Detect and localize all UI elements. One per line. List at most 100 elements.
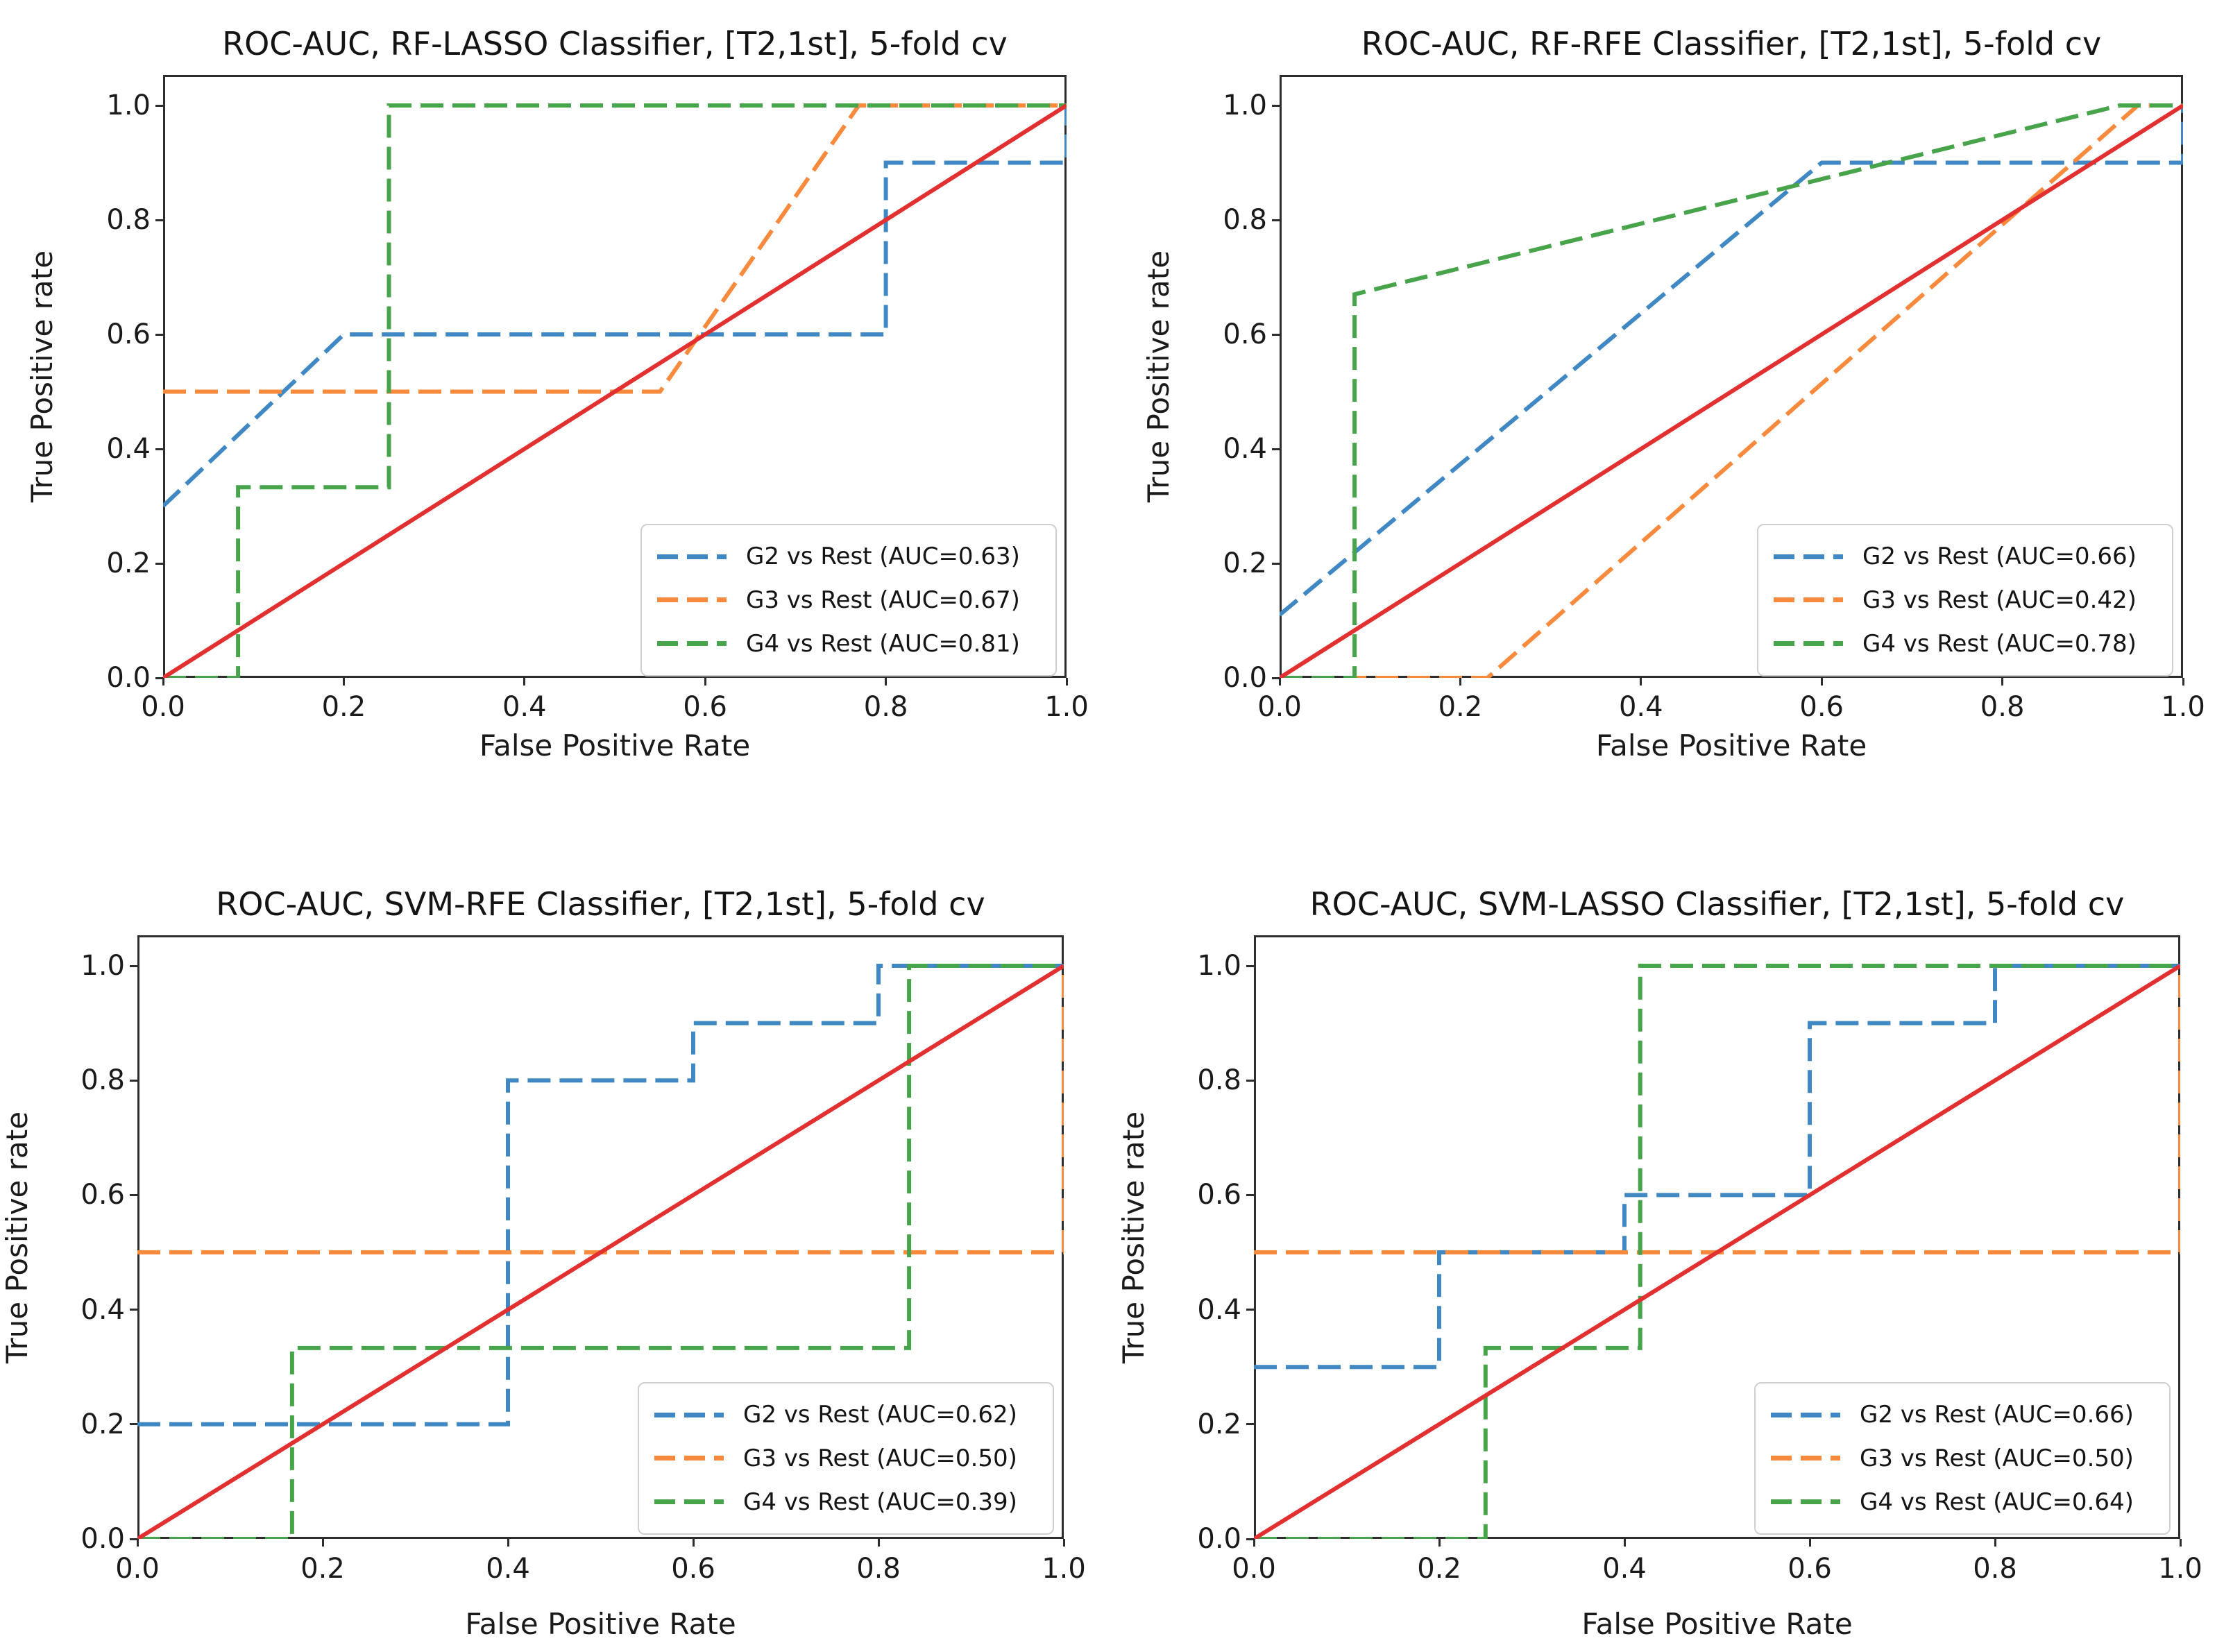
subplot-rf-lasso: ROC-AUC, RF-LASSO Classifier, [T2,1st], … [0,0,1116,826]
y-axis-label-text: True Positive rate [0,1111,35,1363]
y-tick-mark [155,676,163,679]
chance-diagonal-line [1254,964,2180,1539]
y-axis-label: True Positive rate [0,935,42,1539]
legend-item: G4 vs Rest (AUC=0.81) [657,630,1040,658]
y-tick-label: 0.2 [80,1408,125,1440]
roc-curve [163,105,1067,508]
legend-item: G4 vs Rest (AUC=0.64) [1771,1488,2154,1516]
x-tick-label: 1.0 [1042,1553,1086,1585]
legend-line-sample-g3 [657,597,727,603]
roc-curve [1254,966,2180,1254]
y-tick-mark [130,1309,137,1311]
chance-diagonal-line [1280,103,2183,678]
x-tick-mark [1065,678,1068,686]
x-tick-mark [877,1539,880,1547]
legend-label: G2 vs Rest (AUC=0.62) [743,1401,1017,1429]
x-tick-label: 0.6 [1788,1553,1832,1585]
y-tick-mark [1272,104,1280,107]
x-tick-label: 0.2 [321,691,366,723]
x-tick-mark [1623,1539,1626,1547]
x-tick-mark [136,1539,139,1547]
y-axis-label: True Positive rate [18,75,67,678]
y-tick-mark [130,1423,137,1426]
x-tick-label: 0.4 [1618,691,1663,723]
plot-title: ROC-AUC, RF-RFE Classifier, [T2,1st], 5-… [1361,25,2102,62]
legend-label: G3 vs Rest (AUC=0.67) [746,586,1020,614]
legend-label: G2 vs Rest (AUC=0.66) [1860,1401,2134,1429]
y-tick-label: 0.0 [1197,1523,1241,1555]
x-tick-mark [1459,678,1461,686]
x-tick-label: 0.6 [671,1553,715,1585]
legend-label: G4 vs Rest (AUC=0.64) [1860,1488,2134,1516]
y-tick-mark [1246,1423,1254,1426]
y-axis-label-text: True Positive rate [1141,250,1176,503]
roc-curve [137,964,1064,1427]
roc-curve [137,964,1064,1539]
x-tick-mark [885,678,888,686]
x-tick-label: 0.0 [115,1553,160,1585]
roc-curves-canvas [1254,964,2180,1539]
legend-label: G3 vs Rest (AUC=0.50) [1860,1444,2134,1472]
roc-curves-canvas [1280,103,2183,678]
y-tick-label: 0.4 [106,433,151,465]
x-tick-mark [704,678,706,686]
legend-line-sample-g4 [657,641,727,647]
x-axis-label: False Positive Rate [479,729,751,763]
x-tick-mark [692,1539,695,1547]
y-tick-mark [1272,676,1280,679]
roc-curve [163,103,1067,394]
legend: G2 vs Rest (AUC=0.62) G3 vs Rest (AUC=0.… [638,1382,1054,1535]
y-tick-mark [155,104,163,107]
plot-title: ROC-AUC, RF-LASSO Classifier, [T2,1st], … [222,25,1008,62]
x-tick-mark [1994,1539,1996,1547]
x-tick-mark [321,1539,324,1547]
y-tick-label: 1.0 [106,90,151,121]
legend-line-sample-g2 [1771,1412,1840,1417]
x-axis-label: False Positive Rate [1581,1607,1853,1641]
x-tick-mark [507,1539,509,1547]
y-axis-label-text: True Positive rate [1116,1111,1151,1363]
y-tick-label: 0.2 [106,547,151,579]
y-tick-mark [1246,1309,1254,1311]
x-tick-label: 0.6 [1799,691,1844,723]
x-tick-label: 0.0 [141,691,185,723]
legend-item: G2 vs Rest (AUC=0.66) [1771,1401,2154,1429]
x-tick-label: 0.2 [1417,1553,1461,1585]
legend-label: G2 vs Rest (AUC=0.66) [1862,543,2137,571]
y-axis-label-text: True Positive rate [25,250,60,503]
legend-line-sample-g2 [654,1412,724,1417]
y-tick-mark [130,1193,137,1196]
x-tick-mark [1062,1539,1065,1547]
x-tick-mark [162,678,164,686]
legend-label: G2 vs Rest (AUC=0.63) [746,543,1020,571]
y-tick-mark [130,1538,137,1540]
legend-label: G3 vs Rest (AUC=0.50) [743,1444,1017,1472]
x-tick-label: 1.0 [1044,691,1089,723]
legend-line-sample-g3 [654,1456,724,1461]
y-tick-mark [155,448,163,450]
x-tick-label: 0.2 [300,1553,345,1585]
x-tick-label: 0.4 [486,1553,530,1585]
y-tick-label: 0.6 [1197,1179,1241,1211]
y-tick-mark [155,219,163,221]
legend-line-sample-g3 [1771,1456,1840,1461]
y-tick-label: 0.8 [1197,1064,1241,1097]
x-tick-label: 0.4 [1602,1553,1647,1585]
y-tick-label: 0.8 [80,1064,125,1097]
chance-diagonal-line [163,103,1067,678]
x-tick-mark [2001,678,2004,686]
y-tick-mark [1272,219,1280,221]
legend-item: G3 vs Rest (AUC=0.50) [654,1445,1037,1472]
roc-curves-canvas [163,103,1067,678]
legend-item: G3 vs Rest (AUC=0.42) [1774,586,2157,614]
y-tick-label: 0.6 [80,1179,125,1211]
legend-label: G4 vs Rest (AUC=0.81) [746,629,1020,658]
x-tick-label: 0.8 [1973,1553,2017,1585]
y-tick-label: 1.0 [1223,90,1267,121]
y-axis-label: True Positive rate [1110,935,1158,1539]
legend-item: G4 vs Rest (AUC=0.78) [1774,630,2157,658]
subplot-svm-lasso: ROC-AUC, SVM-LASSO Classifier, [T2,1st],… [1116,826,2233,1652]
legend-label: G4 vs Rest (AUC=0.39) [743,1488,1017,1516]
y-tick-label: 0.0 [80,1523,125,1555]
y-tick-mark [1272,333,1280,336]
